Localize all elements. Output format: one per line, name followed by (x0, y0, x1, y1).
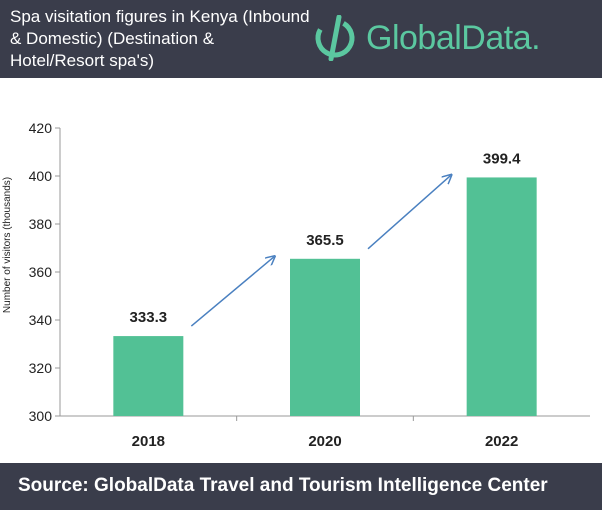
source-text: Source: GlobalData Travel and Tourism In… (18, 475, 548, 496)
y-tick-label: 340 (29, 312, 53, 328)
bars (113, 177, 537, 416)
data-label-2022: 399.4 (483, 150, 521, 167)
data-labels: 333.3 365.5 399.4 (130, 150, 522, 326)
x-tick-label-2022: 2022 (485, 433, 518, 450)
y-tick-label: 300 (29, 408, 53, 424)
x-tick-label-2018: 2018 (132, 433, 165, 450)
y-tick-label: 400 (29, 168, 53, 184)
data-label-2020: 365.5 (306, 232, 344, 249)
x-axis-ticks: 2018 2020 2022 (132, 416, 518, 450)
bar-chart: 300 320 340 360 380 400 420 333.3 365.5 399.4 20… (2, 120, 590, 450)
bar-2020 (290, 258, 360, 416)
trend-arrow-2 (367, 175, 451, 250)
y-tick-label: 380 (29, 216, 53, 232)
bar-2018 (113, 336, 184, 416)
y-axis-ticks: 300 320 340 360 380 400 420 (29, 120, 590, 424)
globaldata-logo-icon (315, 15, 355, 61)
logo-wordmark: GlobalData. (366, 18, 541, 57)
brand-logo: GlobalData. (312, 14, 541, 62)
header-banner: Spa visitation figures in Kenya (Inbound… (0, 0, 602, 78)
footer-banner: Source: GlobalData Travel and Tourism In… (0, 463, 602, 510)
y-tick-label: 360 (29, 264, 53, 280)
y-tick-label: 420 (29, 120, 53, 136)
y-axis-label: Number of visitors (thousands) (2, 177, 13, 313)
trend-arrows (190, 175, 451, 327)
trend-arrow-1 (190, 257, 274, 327)
chart-title: Spa visitation figures in Kenya (Inbound… (10, 7, 310, 70)
data-label-2018: 333.3 (130, 309, 168, 326)
y-tick-label: 320 (29, 360, 53, 376)
bar-2022 (466, 177, 537, 416)
x-tick-label-2020: 2020 (308, 433, 341, 450)
